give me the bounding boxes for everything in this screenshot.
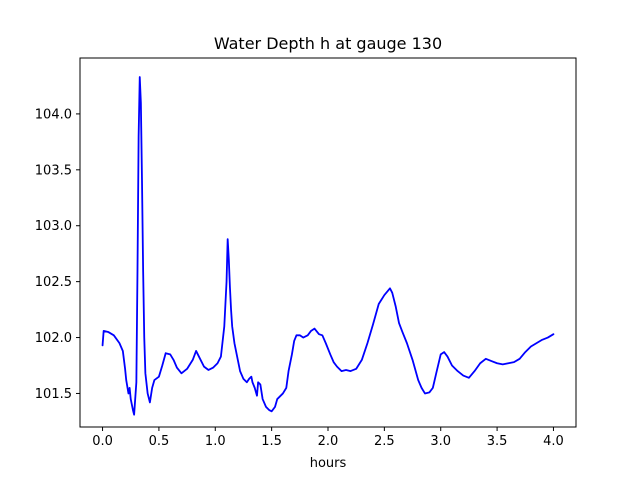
- x-tick-label: 1.5: [261, 434, 282, 449]
- x-tick-label: 3.0: [430, 434, 451, 449]
- x-tick-label: 3.5: [487, 434, 508, 449]
- x-tick-label: 2.5: [374, 434, 395, 449]
- x-tick-label: 0.5: [149, 434, 170, 449]
- y-tick-label: 102.0: [35, 331, 72, 346]
- x-axis: 0.0 0.5 1.0 1.5 2.0 2.5 3.0 3.5 4.0: [92, 427, 564, 449]
- series-layer: [101, 76, 555, 416]
- chart-title: Water Depth h at gauge 130: [214, 34, 442, 53]
- y-tick-label: 104.0: [35, 107, 72, 122]
- y-tick-label: 102.5: [35, 275, 72, 290]
- x-axis-title: hours: [310, 456, 347, 471]
- x-tick-label: 4.0: [543, 434, 564, 449]
- x-tick-label: 0.0: [92, 434, 113, 449]
- y-axis: 101.5 102.0 102.5 103.0 103.5 104.0: [35, 107, 80, 402]
- series-line: [101, 76, 555, 416]
- x-tick-label: 2.0: [318, 434, 339, 449]
- y-tick-label: 103.5: [35, 163, 72, 178]
- y-tick-label: 103.0: [35, 219, 72, 234]
- x-tick-label: 1.0: [205, 434, 226, 449]
- y-tick-label: 101.5: [35, 387, 72, 402]
